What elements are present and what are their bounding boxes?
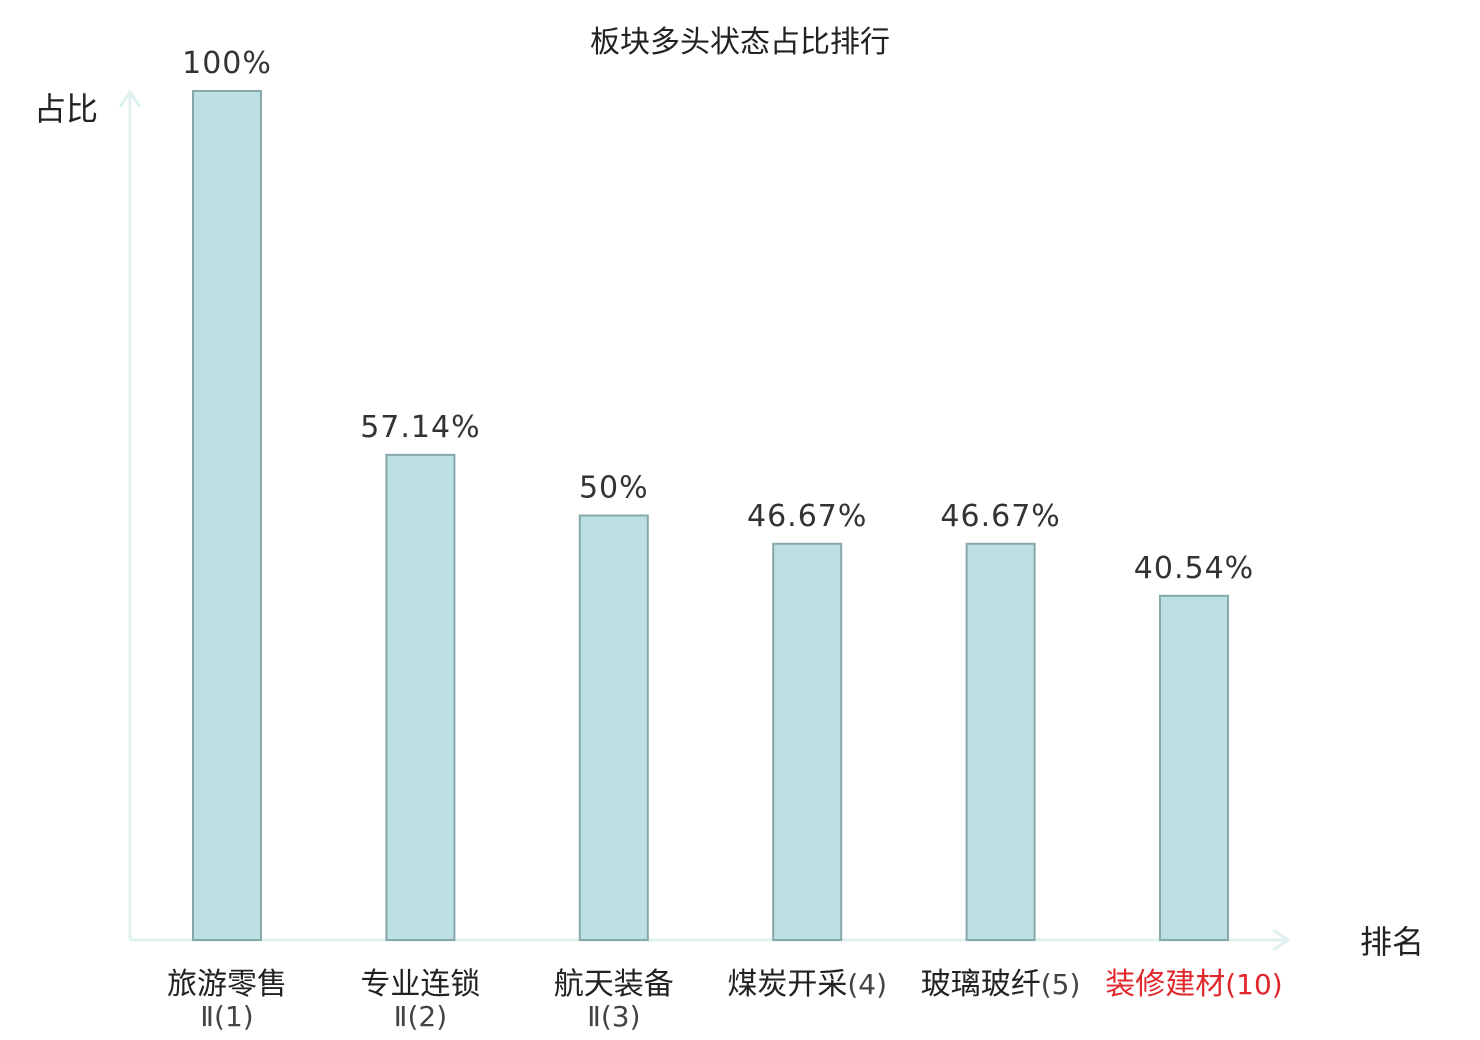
bar-value-label: 57.14% [360, 410, 480, 445]
x-tick-label-name: 装修建材 [1105, 967, 1225, 1002]
x-tick-label-rank: Ⅱ(3) [587, 1000, 640, 1033]
bar [385, 453, 456, 941]
x-tick-label-name: 专业连锁 [360, 967, 480, 1002]
bar-value-label: 100% [182, 46, 272, 81]
bar-value-label: 50% [579, 471, 649, 506]
x-axis-arrow [1272, 928, 1291, 952]
x-tick-label-name: 煤炭开采 [727, 967, 847, 1002]
bar [965, 542, 1036, 942]
x-tick-label-rank: (5) [1041, 968, 1081, 1001]
x-tick-label-rank: Ⅱ(1) [200, 1000, 253, 1033]
y-axis-arrow [118, 89, 142, 108]
x-tick-label-rank: (4) [847, 968, 887, 1001]
x-axis-label: 排名 [1360, 923, 1424, 961]
bar [192, 90, 262, 941]
chart-title: 板块多头状态占比排行 [590, 25, 890, 60]
bar-value-label: 46.67% [940, 499, 1060, 534]
bar [578, 514, 649, 941]
x-tick-label-name: 航天装备 [554, 967, 674, 1002]
x-tick-label-rank: (10) [1225, 968, 1282, 1001]
x-tick-label-name: 旅游零售 [167, 967, 287, 1002]
bar-value-label: 46.67% [747, 499, 867, 534]
x-tick-label-name: 玻璃玻纤 [921, 967, 1041, 1002]
bar [1159, 594, 1229, 942]
x-tick-label: 装修建材(10) [1105, 967, 1282, 1002]
x-tick-label-rank: Ⅱ(2) [394, 1000, 447, 1033]
bar [772, 542, 843, 942]
data-labels: 100% 57.14% 50% 46.67% 46.67% 40.54% [182, 46, 1254, 586]
x-tick-label: 煤炭开采(4) [727, 967, 887, 1002]
x-tick-label: 玻璃玻纤(5) [921, 967, 1081, 1002]
bar-value-label: 40.54% [1134, 551, 1254, 586]
bar-series [192, 90, 1229, 942]
y-axis-label: 占比 [34, 90, 98, 128]
